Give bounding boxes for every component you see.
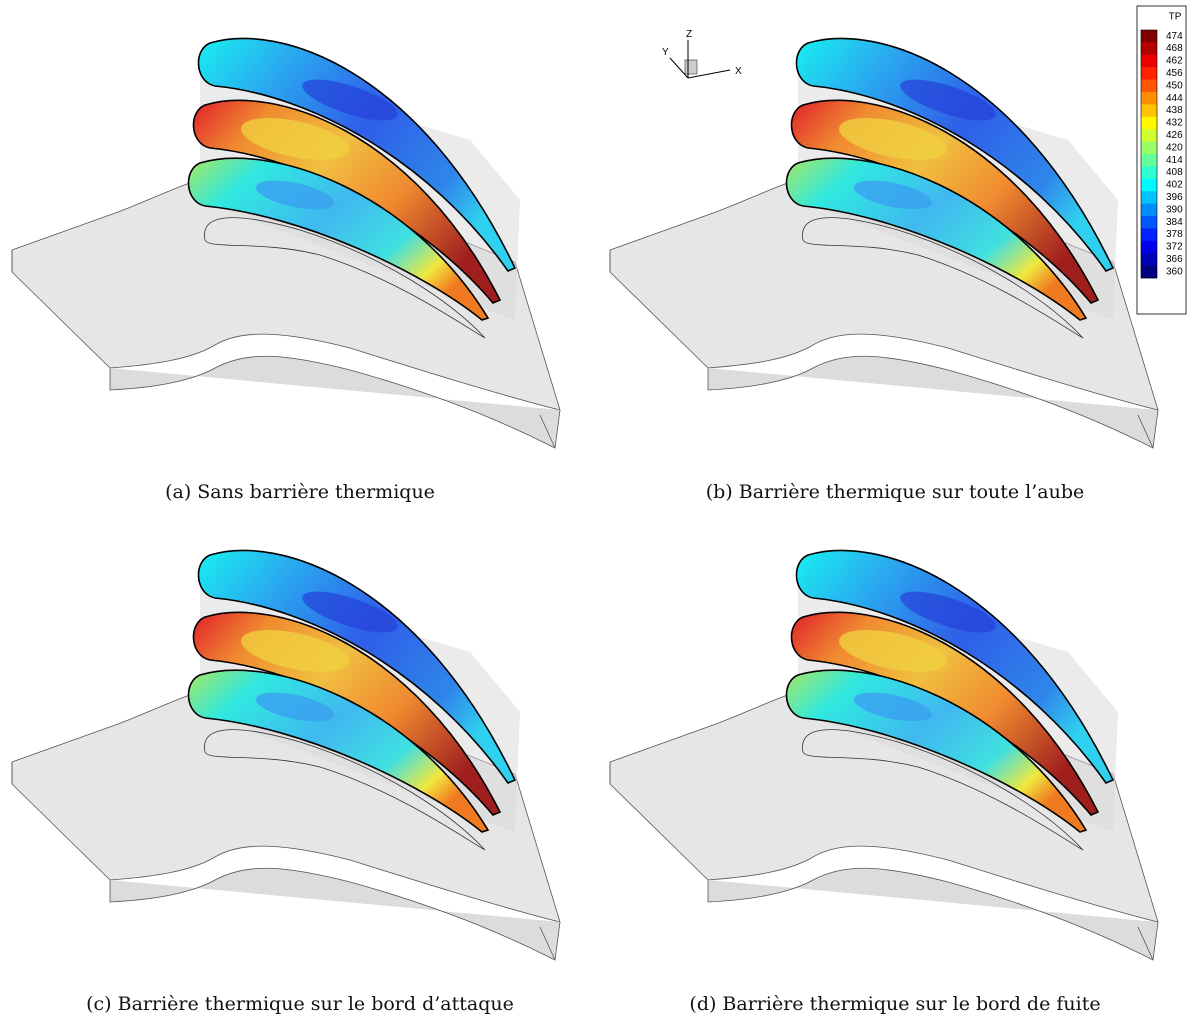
legend-swatch bbox=[1141, 203, 1157, 217]
legend-swatch bbox=[1141, 216, 1157, 229]
legend-label: 384 bbox=[1166, 217, 1183, 228]
legend-label: 396 bbox=[1166, 192, 1183, 203]
legend-swatch bbox=[1141, 129, 1157, 142]
legend-bar-outline bbox=[1140, 29, 1158, 279]
legend-label: 456 bbox=[1166, 68, 1183, 79]
panel-b bbox=[610, 38, 1158, 448]
legend-swatch bbox=[1141, 191, 1157, 204]
legend-swatch bbox=[1141, 141, 1157, 155]
caption: (a) Sans barrière thermique bbox=[165, 481, 435, 503]
legend-label: 414 bbox=[1166, 155, 1183, 166]
caption: (b) Barrière thermique sur toute l’aube bbox=[706, 481, 1085, 503]
caption: (d) Barrière thermique sur le bord de fu… bbox=[689, 993, 1100, 1015]
legend-swatch bbox=[1141, 92, 1157, 105]
legend-swatch bbox=[1141, 253, 1157, 266]
legend-swatch bbox=[1141, 104, 1157, 118]
legend-swatch bbox=[1141, 265, 1157, 279]
legend-swatch bbox=[1141, 67, 1157, 80]
legend-label: 426 bbox=[1166, 130, 1183, 141]
legend-label: 366 bbox=[1166, 254, 1183, 265]
caption: (c) Barrière thermique sur le bord d’att… bbox=[86, 993, 514, 1015]
legend-swatch bbox=[1141, 240, 1157, 254]
legend-title: TP bbox=[1169, 12, 1182, 23]
panel-d bbox=[610, 550, 1158, 960]
legend-swatch bbox=[1141, 79, 1157, 93]
legend-swatch bbox=[1141, 154, 1157, 167]
legend-label: 408 bbox=[1166, 167, 1183, 178]
legend-swatch bbox=[1141, 116, 1157, 130]
legend-label: 402 bbox=[1166, 180, 1183, 191]
legend-swatch bbox=[1141, 228, 1157, 242]
legend-label: 432 bbox=[1166, 118, 1183, 129]
axis-label: Z bbox=[686, 29, 692, 40]
legend-label: 372 bbox=[1166, 242, 1183, 253]
axes-triad: Z Y X bbox=[662, 29, 742, 79]
legend-label: 360 bbox=[1166, 266, 1183, 277]
panel-c bbox=[12, 550, 560, 960]
legend-label: 468 bbox=[1166, 43, 1183, 54]
axis-label: X bbox=[735, 66, 742, 77]
axis-label: Y bbox=[662, 47, 669, 58]
legend-swatch bbox=[1141, 42, 1157, 56]
legend-swatch bbox=[1141, 178, 1157, 192]
legend-label: 474 bbox=[1166, 31, 1183, 42]
legend-label: 462 bbox=[1166, 56, 1183, 67]
legend-swatch bbox=[1141, 166, 1157, 180]
panel-a bbox=[12, 38, 560, 448]
legend-swatch bbox=[1141, 54, 1157, 68]
legend-label: 420 bbox=[1166, 142, 1183, 153]
legend-label: 438 bbox=[1166, 105, 1183, 116]
legend-label: 378 bbox=[1166, 229, 1183, 240]
legend-label: 450 bbox=[1166, 80, 1183, 91]
legend-swatch bbox=[1141, 30, 1157, 43]
legend-label: 444 bbox=[1166, 93, 1183, 104]
legend-label: 390 bbox=[1166, 204, 1183, 215]
